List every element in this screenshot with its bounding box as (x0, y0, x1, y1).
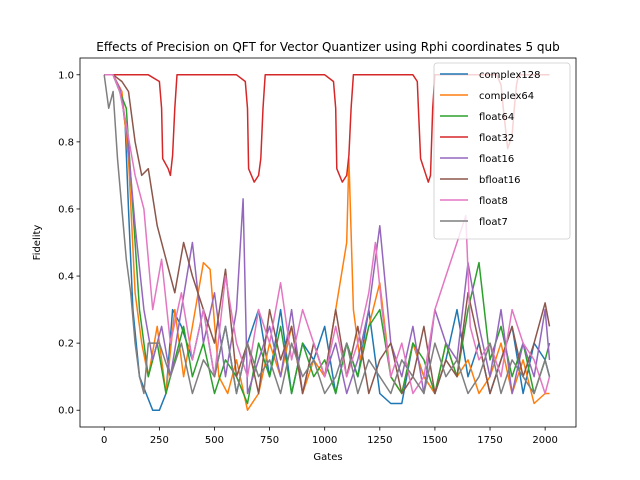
y-tick-label: 0.4 (58, 272, 74, 283)
axes-frame (79, 57, 577, 428)
x-tick-label: 1000 (312, 435, 337, 446)
x-tick-label: 250 (150, 435, 169, 446)
chart-title: Effects of Precision on QFT for Vector Q… (96, 40, 560, 54)
x-axis-title: Gates (313, 452, 342, 463)
y-axis-title: Fidelity (32, 225, 43, 261)
series-line-float7 (103, 74, 551, 395)
x-tick-label: 2000 (532, 435, 557, 446)
legend-label-float32: float32 (479, 133, 514, 144)
legend-label-complex64: complex64 (479, 91, 534, 102)
series-line-float64 (104, 74, 551, 405)
legend-label-float7: float7 (479, 217, 508, 228)
axes-layer: 0 250 500 750 1000 1250 1500 1750 2000 0.0 0.2 0.4 0… (58, 57, 577, 446)
y-tick-label: 0.8 (58, 137, 74, 148)
y-tick-label: 0.6 (58, 204, 74, 215)
x-tick-label: 750 (260, 435, 279, 446)
legend: complex128 complex64 float64 float32 float16… (433, 62, 571, 240)
legend-label-float8: float8 (479, 196, 508, 207)
x-tick-label: 1750 (477, 435, 502, 446)
legend-label-float16: float16 (479, 154, 514, 165)
y-tick-label: 1.0 (58, 70, 74, 81)
y-tick-label: 0.2 (58, 339, 74, 350)
series-layer (103, 74, 551, 411)
x-tick-label: 0 (101, 435, 107, 446)
series-line-float8 (104, 74, 551, 395)
x-tick-label: 1500 (422, 435, 447, 446)
x-tick-label: 1250 (367, 435, 392, 446)
legend-label-bfloat16: bfloat16 (479, 175, 521, 186)
x-tick-label: 500 (205, 435, 224, 446)
y-tick-label: 0.0 (58, 406, 74, 417)
legend-label-complex128: complex128 (479, 70, 540, 81)
legend-box (433, 62, 571, 240)
legend-label-float64: float64 (479, 112, 514, 123)
